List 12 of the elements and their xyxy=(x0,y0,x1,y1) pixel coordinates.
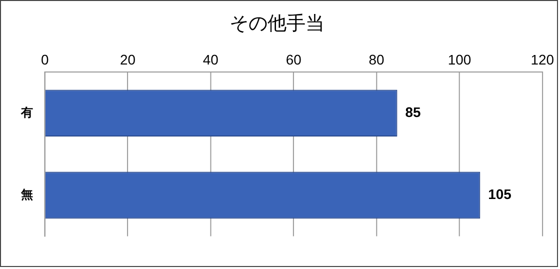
y-tick-label: 有 xyxy=(20,105,33,120)
x-tick-label: 60 xyxy=(286,52,302,68)
x-tick-label: 100 xyxy=(448,52,472,68)
data-label: 85 xyxy=(405,104,421,120)
chart-title: その他手当 xyxy=(229,13,325,34)
x-tick-label: 40 xyxy=(202,52,219,68)
x-tick-label: 20 xyxy=(120,52,136,68)
x-tick-label: 80 xyxy=(368,52,385,68)
y-tick-label: 無 xyxy=(20,187,33,202)
x-tick-label: 0 xyxy=(40,52,49,68)
data-label: 105 xyxy=(488,186,512,202)
x-tick-label: 120 xyxy=(530,52,554,68)
